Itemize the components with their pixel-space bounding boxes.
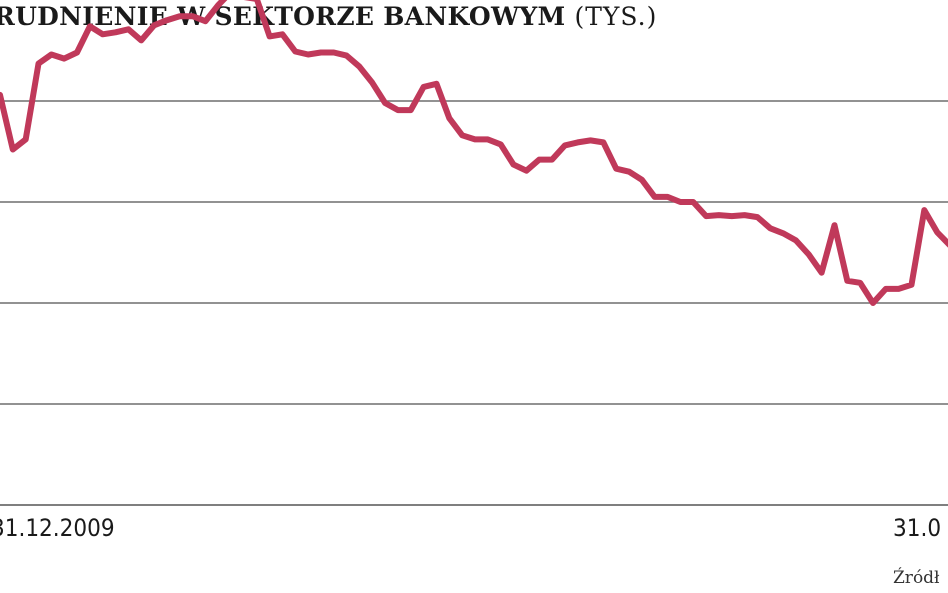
x-tick-label-first: 31.12.2009: [0, 514, 115, 542]
chart-title-unit: (TYS.): [574, 2, 658, 31]
x-tick-label-second: 31.0: [893, 514, 941, 542]
series-line: [0, 0, 948, 306]
gridlines: [0, 100, 948, 405]
source-label: Źródł: [893, 568, 940, 588]
